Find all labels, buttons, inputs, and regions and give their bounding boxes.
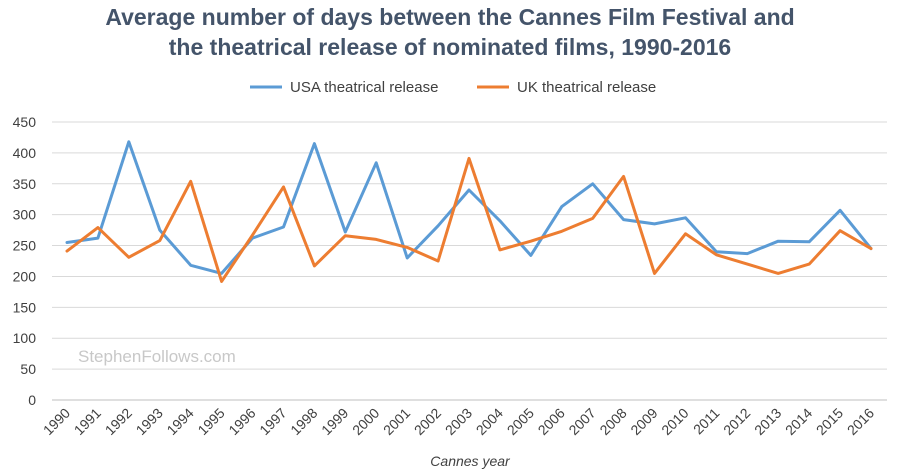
- x-tick-label: 2014: [782, 405, 815, 438]
- series-line-uk: [65, 156, 873, 283]
- x-tick-label: 2005: [504, 405, 537, 438]
- chart-title-line-2: the theatrical release of nominated film…: [168, 34, 732, 60]
- y-tick-label: 150: [13, 299, 37, 315]
- x-tick-label: 2001: [380, 405, 413, 438]
- x-tick-label: 2004: [473, 405, 506, 438]
- x-tick-label: 1995: [194, 405, 227, 438]
- x-tick-label: 1992: [102, 405, 135, 438]
- x-tick-label: 1994: [163, 405, 196, 438]
- x-tick-label: 2007: [565, 405, 598, 438]
- y-tick-label: 350: [13, 176, 37, 192]
- y-tick-label: 250: [13, 238, 37, 254]
- x-tick-label: 1997: [256, 405, 289, 438]
- legend-label-uk: UK theatrical release: [517, 79, 656, 96]
- y-axis-ticks: 0 50 100 150 200 250 300 350 400 450: [13, 114, 37, 408]
- x-tick-label: 1990: [40, 405, 73, 438]
- x-tick-label: 1998: [287, 405, 320, 438]
- watermark-text: StephenFollows.com: [78, 347, 236, 366]
- series-lines: [65, 140, 873, 283]
- x-tick-label: 1991: [71, 405, 104, 438]
- x-axis-label: Cannes year: [430, 453, 511, 469]
- x-tick-label: 2002: [411, 405, 444, 438]
- x-tick-label: 2003: [442, 405, 475, 438]
- y-tick-label: 0: [28, 392, 36, 408]
- x-tick-label: 2016: [844, 405, 877, 438]
- x-tick-label: 2011: [690, 405, 723, 438]
- x-tick-label: 1999: [318, 405, 351, 438]
- x-tick-label: 1996: [225, 405, 258, 438]
- x-tick-label: 2000: [349, 405, 382, 438]
- legend-label-usa: USA theatrical release: [290, 79, 438, 96]
- series-line-usa: [65, 140, 873, 275]
- y-tick-label: 400: [13, 145, 37, 161]
- x-tick-label: 2009: [627, 405, 660, 438]
- x-axis-ticks: 1990199119921993199419951996199719981999…: [40, 405, 877, 438]
- x-tick-label: 2012: [720, 405, 753, 438]
- x-tick-label: 2010: [658, 405, 691, 438]
- chart-title-line-1: Average number of days between the Canne…: [105, 4, 795, 30]
- y-tick-label: 100: [13, 330, 37, 346]
- y-tick-label: 200: [13, 268, 37, 284]
- x-tick-label: 2013: [751, 405, 784, 438]
- y-tick-label: 450: [13, 114, 37, 130]
- y-tick-label: 300: [13, 207, 37, 223]
- x-tick-label: 2015: [813, 405, 846, 438]
- legend: USA theatrical release UK theatrical rel…: [250, 79, 656, 96]
- x-tick-label: 2008: [596, 405, 629, 438]
- y-tick-label: 50: [20, 361, 36, 377]
- x-tick-label: 2006: [535, 405, 568, 438]
- x-tick-label: 1993: [133, 405, 166, 438]
